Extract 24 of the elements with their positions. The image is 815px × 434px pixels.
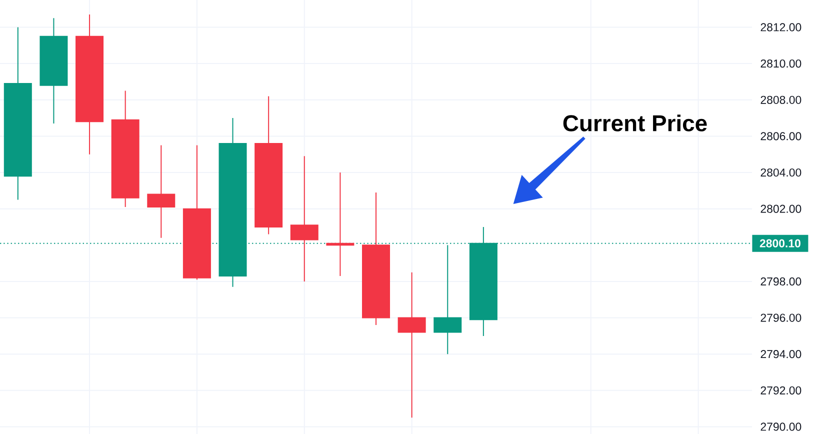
candlestick (398, 272, 426, 418)
y-tick-label: 2792.00 (760, 386, 802, 394)
candlestick (111, 90, 140, 208)
candlestick (254, 96, 283, 235)
candlestick (326, 172, 354, 277)
candlestick (362, 192, 390, 326)
ref-line-label: 2800.10 (760, 239, 800, 248)
y-tick-label: 2808.00 (760, 96, 802, 104)
y-tick-label: 2812.00 (760, 23, 802, 32)
y-tick-label: 2806.00 (760, 132, 802, 140)
candlestick (40, 18, 68, 124)
annotation: Current Price (563, 114, 707, 132)
y-tick-label: 2804.00 (760, 168, 802, 177)
y-tick-label: 2802.00 (760, 204, 802, 213)
candlestick (182, 144, 211, 280)
y-tick-label: 2798.00 (760, 277, 802, 286)
candlestick (4, 26, 32, 200)
y-tick-label: 2796.00 (760, 314, 802, 322)
candlestick (290, 156, 318, 282)
y-tick-label: 2794.00 (760, 350, 802, 358)
y-tick-label: 2810.00 (760, 59, 802, 68)
candlestick (147, 144, 176, 238)
y-tick-label: 2790.00 (760, 422, 802, 431)
candlestick (76, 14, 104, 155)
